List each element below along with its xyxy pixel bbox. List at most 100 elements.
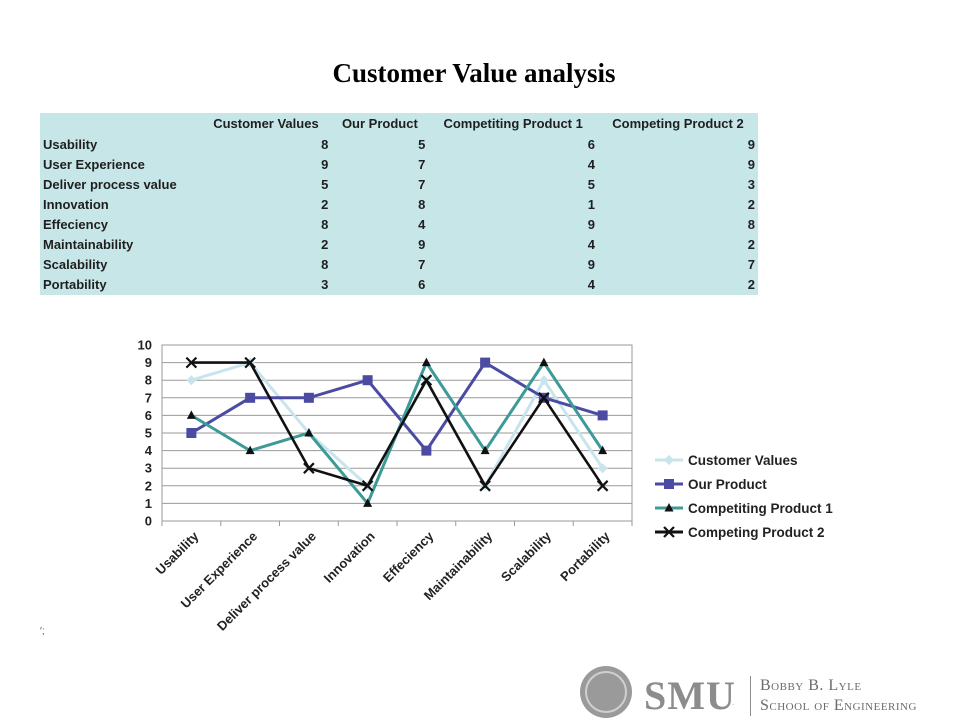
- data-point-competing-product-2: [185, 356, 198, 369]
- table-cell: 8: [321, 137, 329, 152]
- table-row: Maintainability 2 9 4 2: [40, 235, 758, 255]
- stray-mark: ′;: [40, 626, 45, 637]
- series-line-competing-product-2: [191, 361, 604, 489]
- x-category-label: Portability: [557, 528, 613, 584]
- table-row: Scalability 8 7 9 7: [40, 255, 758, 275]
- row-label: Scalability: [43, 257, 108, 272]
- school-line-2: School of Engineering: [760, 697, 917, 714]
- table-cell: 8: [321, 217, 329, 232]
- data-point-our-product: [362, 375, 373, 386]
- logo-divider: [750, 676, 751, 716]
- data-table: Customer Values Our Product Competiting …: [40, 113, 758, 295]
- data-point-competing-product-2: [244, 356, 256, 369]
- table-cell: 4: [587, 237, 595, 252]
- table-cell: 9: [321, 157, 329, 172]
- legend-label-competing-product-2: Competing Product 2: [688, 525, 825, 540]
- legend-marker-customer-values: [664, 455, 674, 465]
- x-category-label: Effeciency: [380, 528, 437, 585]
- data-point-competing-product-2: [538, 392, 550, 404]
- table-header-cell: Competiting Product 1: [443, 116, 583, 131]
- data-point-competiting-product-1: [186, 410, 196, 419]
- table-cell: 6: [587, 137, 595, 152]
- table-cell: 3: [321, 277, 329, 292]
- y-tick-label: 2: [145, 478, 152, 493]
- brand-name: SMU: [644, 673, 736, 718]
- data-point-competiting-product-1: [539, 357, 549, 367]
- y-tick-label: 4: [145, 443, 153, 458]
- y-tick-label: 1: [145, 496, 152, 511]
- smu-logo: SMU . Bobby B. Lyle School of Engineerin…: [580, 660, 960, 720]
- table-header-cell: Competing Product 2: [612, 116, 744, 131]
- x-category-label: Scalability: [498, 528, 555, 585]
- table-cell: 6: [418, 277, 426, 292]
- data-point-competing-product-2: [361, 480, 374, 492]
- table-row: Usability 8 5 6 9: [40, 135, 758, 155]
- data-point-customer-values: [186, 375, 197, 386]
- table-cell: 1: [587, 197, 595, 212]
- table-header-cell: Customer Values: [213, 116, 319, 131]
- table-row: Innovation 2 8 1 2: [40, 195, 758, 215]
- table-header-cell: Our Product: [341, 116, 418, 131]
- table-cell: 2: [747, 277, 755, 292]
- row-label: Effeciency: [43, 217, 109, 232]
- school-name: Bobby B. Lyle School of Engineering: [760, 676, 917, 716]
- data-point-our-product: [303, 392, 314, 403]
- row-label: Deliver process value: [43, 177, 177, 192]
- row-label: Innovation: [43, 197, 109, 212]
- table-cell: 8: [747, 217, 755, 232]
- data-point-competing-product-2: [479, 480, 491, 492]
- y-tick-label: 0: [145, 514, 152, 529]
- data-point-competiting-product-1: [245, 445, 255, 455]
- row-label: Usability: [43, 137, 98, 152]
- data-point-competiting-product-1: [363, 498, 373, 507]
- x-category-label: Deliver process value: [214, 529, 319, 634]
- y-tick-label: 8: [145, 373, 152, 388]
- x-category-label: Innovation: [321, 528, 378, 585]
- data-point-competing-product-2: [420, 374, 433, 386]
- legend-marker-our-product: [664, 479, 674, 489]
- data-point-competing-product-2: [596, 480, 609, 492]
- table-cell: 5: [587, 177, 595, 192]
- school-line-1: Bobby B. Lyle: [760, 677, 862, 694]
- data-point-customer-values: [538, 375, 549, 386]
- table-cell: 2: [321, 237, 329, 252]
- data-point-competing-product-2: [303, 462, 315, 474]
- data-point-our-product: [597, 410, 608, 421]
- data-point-competiting-product-1: [598, 445, 608, 455]
- data-point-our-product: [245, 392, 256, 403]
- y-tick-label: 9: [145, 355, 152, 370]
- data-point-competiting-product-1: [480, 445, 490, 455]
- table-cell: 7: [747, 257, 755, 272]
- table-cell: 4: [418, 217, 426, 232]
- y-tick-label: 10: [138, 338, 152, 353]
- slide-title: Customer Value analysis: [332, 58, 616, 88]
- table-cell: 2: [747, 197, 755, 212]
- legend-label-our-product: Our Product: [688, 477, 767, 492]
- legend-label-competiting-product-1: Competiting Product 1: [688, 501, 833, 516]
- brand-mark: .: [732, 700, 734, 707]
- table-cell: 9: [747, 137, 755, 152]
- table-cell: 8: [418, 197, 426, 212]
- series-line-our-product: [190, 360, 604, 454]
- table-cell: 8: [321, 257, 329, 272]
- y-tick-label: 7: [145, 390, 152, 405]
- y-tick-label: 5: [145, 426, 152, 441]
- data-point-our-product: [186, 428, 197, 438]
- y-tick-label: 3: [145, 461, 152, 476]
- table-row: Deliver process value 5 7 5 3: [40, 175, 758, 195]
- table-cell: 9: [587, 257, 595, 272]
- table-cell: 5: [418, 137, 426, 152]
- table-cell: 9: [747, 157, 755, 172]
- row-label: Maintainability: [43, 237, 134, 252]
- university-seal-icon: [580, 666, 632, 718]
- table-cell: 9: [418, 237, 426, 252]
- table-header-row: Customer Values Our Product Competiting …: [40, 113, 758, 135]
- row-label: User Experience: [43, 157, 145, 172]
- table-cell: 4: [587, 157, 595, 172]
- legend-marker-competiting-product-1: [664, 503, 674, 512]
- data-point-our-product: [480, 357, 491, 368]
- table-cell: 2: [321, 197, 329, 212]
- legend-marker-competing-product-2: [663, 526, 675, 538]
- y-tick-label: 6: [145, 408, 152, 423]
